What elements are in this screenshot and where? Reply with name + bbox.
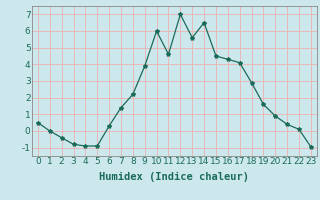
X-axis label: Humidex (Indice chaleur): Humidex (Indice chaleur) <box>100 172 249 182</box>
